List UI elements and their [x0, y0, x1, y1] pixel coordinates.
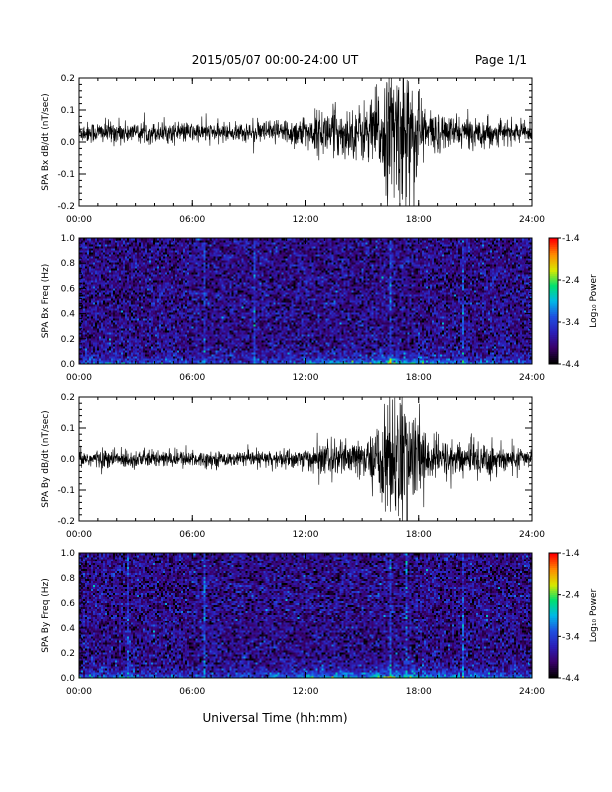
x-tick-label: 12:00	[293, 530, 319, 540]
y-tick-label: 0.4	[61, 624, 76, 634]
x-tick-label: 06:00	[179, 530, 205, 540]
x-tick-label: 18:00	[406, 373, 432, 383]
y-tick-label: 0.2	[61, 335, 75, 345]
y-axis-label: SPA Bx Freq (Hz)	[41, 264, 51, 339]
y-tick-label: 0.6	[61, 599, 76, 609]
x-tick-label: 24:00	[519, 215, 545, 225]
colorbar-tick-label: -1.4	[562, 549, 580, 559]
colorbar-tick-label: -2.4	[562, 276, 580, 286]
colorbar-tick-label: -2.4	[562, 591, 580, 601]
y-tick-label: 0.0	[61, 138, 76, 148]
x-tick-label: 06:00	[179, 373, 205, 383]
y-tick-label: 0.2	[61, 74, 75, 84]
x-tick-label: 24:00	[519, 530, 545, 540]
panel-bx-spectrogram: 00:00 06:00 12:00 18:00 24:00 0.0 0.2 0.4 0.6 0.8…	[41, 234, 599, 383]
x-axis-label: Universal Time (hh:mm)	[202, 711, 347, 725]
y-tick-label: -0.2	[57, 517, 75, 527]
x-tick-label: 00:00	[66, 530, 92, 540]
y-tick-label: -0.1	[57, 486, 75, 496]
x-tick-label: 06:00	[179, 215, 205, 225]
x-tick-label: 00:00	[66, 215, 92, 225]
x-tick-label: 18:00	[406, 530, 432, 540]
page-label: Page 1/1	[475, 53, 527, 67]
x-tick-label: 24:00	[519, 687, 545, 697]
x-tick-label: 00:00	[66, 373, 92, 383]
y-tick-label: 0.0	[61, 360, 76, 370]
panel-bx-dbdt: 00:00 06:00 12:00 18:00 24:00 -0.2 -0.1 0.0 0.1 0…	[41, 54, 545, 226]
x-tick-label: 12:00	[293, 687, 319, 697]
y-tick-label: -0.1	[57, 170, 75, 180]
y-tick-label: -0.2	[57, 202, 75, 212]
y-tick-label: 0.2	[61, 649, 75, 659]
y-tick-label: 0.8	[61, 574, 76, 584]
colorbar-label: Log₁₀ Power	[589, 274, 599, 328]
colorbar-tick-label: -3.4	[562, 318, 580, 328]
y-tick-label: 0.1	[61, 424, 75, 434]
y-tick-label: 0.1	[61, 106, 75, 116]
x-tick-label: 00:00	[66, 687, 92, 697]
y-tick-label: 0.0	[61, 674, 76, 684]
x-tick-label: 12:00	[293, 373, 319, 383]
colorbar-tick-label: -4.4	[562, 360, 580, 370]
y-tick-label: 0.2	[61, 393, 75, 403]
colorbar: -1.4 -2.4 -3.4 -4.4 Log₁₀ Power	[549, 234, 599, 370]
date-range-title: 2015/05/07 00:00-24:00 UT	[192, 53, 359, 67]
spectrogram-image	[79, 238, 532, 364]
x-tick-label: 18:00	[406, 215, 432, 225]
y-tick-label: 1.0	[61, 234, 76, 244]
colorbar-tick-label: -4.4	[562, 674, 580, 684]
y-axis-label: SPA By dB/dt (nT/sec)	[41, 410, 51, 507]
x-tick-label: 24:00	[519, 373, 545, 383]
colorbar: -1.4 -2.4 -3.4 -4.4 Log₁₀ Power	[549, 549, 599, 684]
colorbar-label: Log₁₀ Power	[589, 589, 599, 643]
y-tick-label: 0.4	[61, 310, 76, 320]
y-tick-label: 1.0	[61, 549, 76, 559]
x-tick-label: 12:00	[293, 215, 319, 225]
y-axis-label: SPA By Freq (Hz)	[41, 578, 51, 653]
spectrogram-image	[79, 553, 532, 678]
x-tick-label: 06:00	[179, 687, 205, 697]
y-axis-label: SPA Bx dB/dt (nT/sec)	[41, 93, 51, 190]
x-tick-label: 18:00	[406, 687, 432, 697]
y-tick-label: 0.0	[61, 455, 76, 465]
y-tick-label: 0.8	[61, 259, 76, 269]
colorbar-tick-label: -3.4	[562, 632, 580, 642]
colorbar-tick-label: -1.4	[562, 234, 580, 244]
y-tick-label: 0.6	[61, 284, 76, 294]
panel-by-spectrogram: 00:00 06:00 12:00 18:00 24:00 0.0 0.2 0.4 0.6 0.8…	[41, 549, 599, 697]
